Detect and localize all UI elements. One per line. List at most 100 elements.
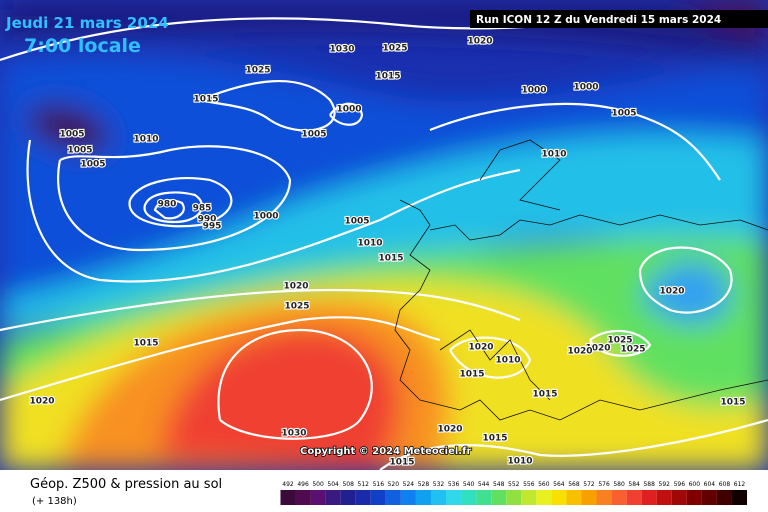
colorbar-tick-label: 608 bbox=[719, 481, 731, 488]
colorbar-tick-label: 516 bbox=[373, 481, 385, 488]
colorbar-tick-label: 596 bbox=[674, 481, 686, 488]
colorbar-tick-label: 600 bbox=[689, 481, 701, 488]
colorbar-tick-label: 496 bbox=[297, 481, 309, 488]
isobar-label: 985 bbox=[193, 204, 212, 214]
colorbar-cell bbox=[415, 490, 431, 505]
colorbar-tick-label: 552 bbox=[508, 481, 520, 488]
copyright: Copyright © 2024 Meteociel.fr bbox=[300, 446, 471, 457]
colorbar-cell bbox=[581, 490, 597, 505]
colorbar-cell bbox=[491, 490, 507, 505]
colorbar-tick-label: 536 bbox=[448, 481, 460, 488]
colorbar-cell bbox=[611, 490, 627, 505]
isobar-label: 1015 bbox=[193, 95, 218, 105]
colorbar-tick-label: 592 bbox=[659, 481, 671, 488]
colorbar-tick-label: 548 bbox=[493, 481, 505, 488]
isobar-label: 1015 bbox=[378, 254, 403, 264]
colorbar-cell bbox=[355, 490, 371, 505]
isobar-label: 1015 bbox=[375, 72, 400, 82]
colorbar-tick-label: 612 bbox=[734, 481, 746, 488]
map bbox=[0, 0, 768, 470]
isobar-label: 1005 bbox=[301, 130, 326, 140]
isobar-label: 1005 bbox=[59, 130, 84, 140]
isobar-label: 1030 bbox=[281, 429, 306, 439]
colorbar-tick-label: 568 bbox=[568, 481, 580, 488]
isobar-label: 1005 bbox=[80, 160, 105, 170]
colorbar-cell bbox=[686, 490, 702, 505]
colorbar-cell bbox=[506, 490, 522, 505]
date: Jeudi 21 mars 2024 bbox=[5, 14, 169, 32]
isobar-label: 1015 bbox=[389, 458, 414, 468]
colorbar-tick-label: 544 bbox=[478, 481, 490, 488]
time: 7:00 locale bbox=[24, 35, 141, 57]
footer-title: Géop. Z500 & pression au sol bbox=[30, 477, 222, 492]
isobar-label: 1015 bbox=[482, 434, 507, 444]
isobar-label: 1000 bbox=[521, 86, 546, 96]
isobar-label: 1025 bbox=[382, 44, 407, 54]
colorbar-cell bbox=[626, 490, 642, 505]
isobar-label: 1015 bbox=[133, 339, 158, 349]
colorbar-tick-label: 604 bbox=[704, 481, 716, 488]
isobar-label: 1010 bbox=[541, 150, 566, 160]
colorbar-cell bbox=[596, 490, 612, 505]
isobar-label: 1020 bbox=[468, 343, 493, 353]
isobar-label: 1025 bbox=[284, 302, 309, 312]
colorbar-tick-label: 508 bbox=[342, 481, 354, 488]
colorbar-tick-label: 576 bbox=[598, 481, 610, 488]
colorbar-cell bbox=[671, 490, 687, 505]
colorbar-cell bbox=[566, 490, 582, 505]
isobar-label: 1015 bbox=[459, 370, 484, 380]
colorbar-cell bbox=[310, 490, 326, 505]
colorbar-cell bbox=[716, 490, 732, 505]
colorbar-cell bbox=[280, 490, 296, 505]
colorbar-tick-label: 520 bbox=[388, 481, 400, 488]
isobar-label: 1000 bbox=[253, 212, 278, 222]
colorbar-cell bbox=[701, 490, 717, 505]
colorbar-tick-label: 556 bbox=[523, 481, 535, 488]
isobar-label: 980 bbox=[158, 200, 177, 210]
isobar-label: 1030 bbox=[329, 45, 354, 55]
isobar-label: 1010 bbox=[495, 356, 520, 366]
colorbar: 492 496 500 504 508 512 516 520 524 528 532 536 540 5… bbox=[280, 481, 748, 505]
isobar-label: 1010 bbox=[507, 457, 532, 467]
colorbar-tick-label: 532 bbox=[433, 481, 445, 488]
colorbar-tick-label: 572 bbox=[583, 481, 595, 488]
isobar-label: 995 bbox=[203, 222, 222, 232]
colorbar-cell bbox=[325, 490, 341, 505]
isobar-label: 1010 bbox=[357, 239, 382, 249]
isobar-label: 1005 bbox=[611, 109, 636, 119]
colorbar-cell bbox=[551, 490, 567, 505]
isobar-label: 990 bbox=[198, 215, 217, 225]
colorbar-tick-label: 580 bbox=[613, 481, 625, 488]
isobar-label: 1010 bbox=[133, 135, 158, 145]
colorbar-cell bbox=[641, 490, 657, 505]
isobar-label: 1020 bbox=[437, 425, 462, 435]
colorbar-cell bbox=[430, 490, 447, 505]
colorbar-cell bbox=[370, 490, 386, 505]
colorbar-cell bbox=[385, 490, 401, 505]
colorbar-cell bbox=[461, 490, 477, 505]
colorbar-tick-label: 564 bbox=[553, 481, 565, 488]
isobar-label: 1020 bbox=[659, 287, 684, 297]
colorbar-cell bbox=[731, 490, 748, 505]
colorbar-cell bbox=[521, 490, 537, 505]
colorbar-tick-label: 500 bbox=[312, 481, 324, 488]
colorbar-cell bbox=[295, 490, 311, 505]
colorbar-cell bbox=[400, 490, 416, 505]
isobar-label: 1020 bbox=[567, 347, 592, 357]
colorbar-tick-label: 540 bbox=[463, 481, 475, 488]
colorbar-cell bbox=[476, 490, 492, 505]
colorbar-cell bbox=[536, 490, 552, 505]
isobar-label: 1025 bbox=[607, 336, 632, 346]
colorbar-tick-label: 528 bbox=[418, 481, 430, 488]
colorbar-tick-label: 504 bbox=[327, 481, 339, 488]
run-box bbox=[470, 10, 768, 28]
footer-lead: (+ 138h) bbox=[32, 496, 77, 507]
colorbar-tick-label: 560 bbox=[538, 481, 550, 488]
isobar-label: 1015 bbox=[720, 398, 745, 408]
isobar-label: 1025 bbox=[245, 66, 270, 76]
colorbar-cell bbox=[340, 490, 356, 505]
isobar-label: 1020 bbox=[29, 397, 54, 407]
colorbar-tick-label: 512 bbox=[358, 481, 370, 488]
